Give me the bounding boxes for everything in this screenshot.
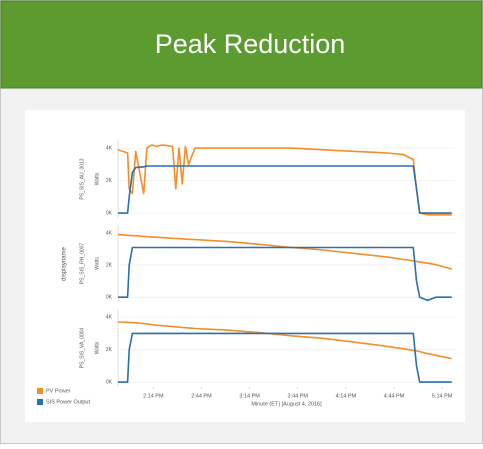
series-line xyxy=(117,144,452,216)
series-line xyxy=(117,321,452,360)
facet-label: PS_SIS_VA_0004 xyxy=(79,328,85,369)
y-tick-label: 4K xyxy=(106,230,113,236)
x-tick-label: 3:14 PM xyxy=(239,393,260,399)
x-axis-label: Minute (ET) [August 4, 2016] xyxy=(251,401,322,407)
y-axis-label: Watts xyxy=(94,341,100,354)
y-axis-label: Watts xyxy=(94,172,100,185)
legend-label: SIS Power Output xyxy=(46,399,90,405)
y-axis-label: Watts xyxy=(94,257,100,270)
x-tick-label: 3:44 PM xyxy=(287,393,308,399)
x-tick-label: 4:14 PM xyxy=(336,393,357,399)
slide-title: Peak Reduction xyxy=(155,29,346,59)
series-line xyxy=(118,246,452,302)
series-line xyxy=(118,332,452,383)
series-line xyxy=(117,233,453,270)
y-tick-label: 0K xyxy=(106,295,113,301)
x-tick-label: 2:44 PM xyxy=(191,393,212,399)
y-tick-label: 4K xyxy=(106,145,113,151)
y-tick-label: 2K xyxy=(106,347,113,353)
y-tick-label: 0K xyxy=(106,379,113,385)
facet-label: PS_SIS_RH_0007 xyxy=(79,243,85,285)
legend-swatch xyxy=(37,399,43,405)
facet-axis-label: displayname xyxy=(62,246,68,280)
legend-label: PV Power xyxy=(46,388,71,394)
series-line xyxy=(118,165,452,214)
x-tick-label: 5:14 PM xyxy=(432,393,453,399)
y-tick-label: 0K xyxy=(106,210,113,216)
y-tick-label: 4K xyxy=(106,314,113,320)
y-tick-label: 2K xyxy=(106,178,113,184)
chart-image xyxy=(25,110,465,422)
y-tick-label: 2K xyxy=(106,262,113,268)
facet-label: PS_SIS_AU_0013 xyxy=(79,158,85,199)
legend-swatch xyxy=(37,388,43,394)
x-tick-label: 4:44 PM xyxy=(384,393,405,399)
header-band xyxy=(0,0,483,89)
x-tick-label: 2:14 PM xyxy=(143,393,164,399)
